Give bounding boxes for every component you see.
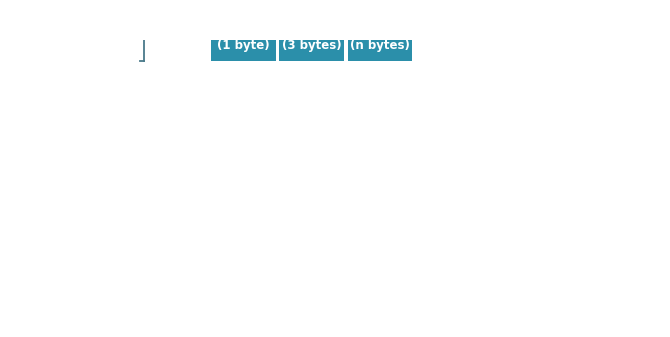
FancyBboxPatch shape <box>279 13 344 61</box>
FancyBboxPatch shape <box>211 13 275 61</box>
Text: VertexID
(n bytes): VertexID (n bytes) <box>350 23 410 52</box>
FancyBboxPatch shape <box>348 13 412 61</box>
Text: Type
(1 byte): Type (1 byte) <box>217 23 270 52</box>
Text: PartID
(3 bytes): PartID (3 bytes) <box>282 23 342 52</box>
